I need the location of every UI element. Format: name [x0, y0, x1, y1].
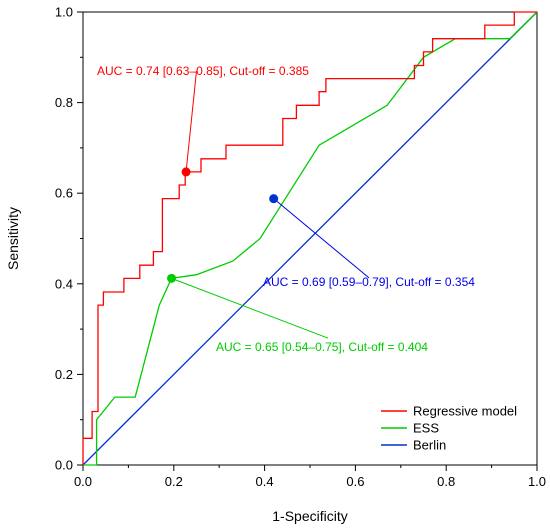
annotations: AUC = 0.74 [0.63–0.85], Cut-off = 0.385 A… — [97, 64, 475, 354]
cutoff-point-regressive-model — [181, 167, 191, 177]
annotation-leader-line — [185, 70, 197, 172]
x-tick-label: 0.8 — [437, 474, 455, 489]
series-line-ess — [83, 11, 538, 466]
cutoff-point-berlin — [269, 194, 279, 204]
legend: Regressive model ESS Berlin — [381, 404, 517, 453]
legend-entry-label: ESS — [413, 421, 439, 436]
x-tick-label: 0.4 — [256, 474, 274, 489]
x-tick-label: 0.2 — [165, 474, 183, 489]
cutoff-point-ess — [167, 273, 177, 283]
y-tick-label: 0.8 — [55, 95, 73, 110]
axis-ticks: 0.0 0.2 0.4 0.6 0.8 1.0 0.0 0.2 0.4 0.6 0.8 1.0 — [55, 5, 546, 490]
x-tick-label: 1.0 — [528, 474, 546, 489]
series-line-berlin — [82, 11, 538, 466]
x-tick-label: 0.0 — [74, 474, 92, 489]
y-axis-label: Sensitivity — [5, 207, 21, 270]
x-tick-label: 0.6 — [346, 474, 364, 489]
annotation-leader-line — [171, 277, 329, 339]
y-tick-label: 1.0 — [55, 5, 73, 20]
annotation-leader-line — [273, 198, 370, 279]
series-line-regressive-model — [82, 11, 537, 465]
legend-entry-label: Regressive model — [413, 404, 517, 419]
legend-entry-label: Berlin — [413, 438, 446, 453]
y-tick-label: 0.4 — [55, 276, 73, 291]
series-lines — [82, 11, 538, 466]
y-tick-label: 0.0 — [55, 458, 73, 473]
annotation-label: AUC = 0.74 [0.63–0.85], Cut-off = 0.385 — [97, 64, 309, 78]
y-tick-label: 0.6 — [55, 186, 73, 201]
y-tick-label: 0.2 — [55, 367, 73, 382]
annotation-label: AUC = 0.69 [0.59–0.79], Cut-off = 0.354 — [263, 275, 475, 289]
annotation-label: AUC = 0.65 [0.54–0.75], Cut-off = 0.404 — [216, 340, 428, 354]
x-axis-label: 1-Specificity — [272, 508, 347, 524]
